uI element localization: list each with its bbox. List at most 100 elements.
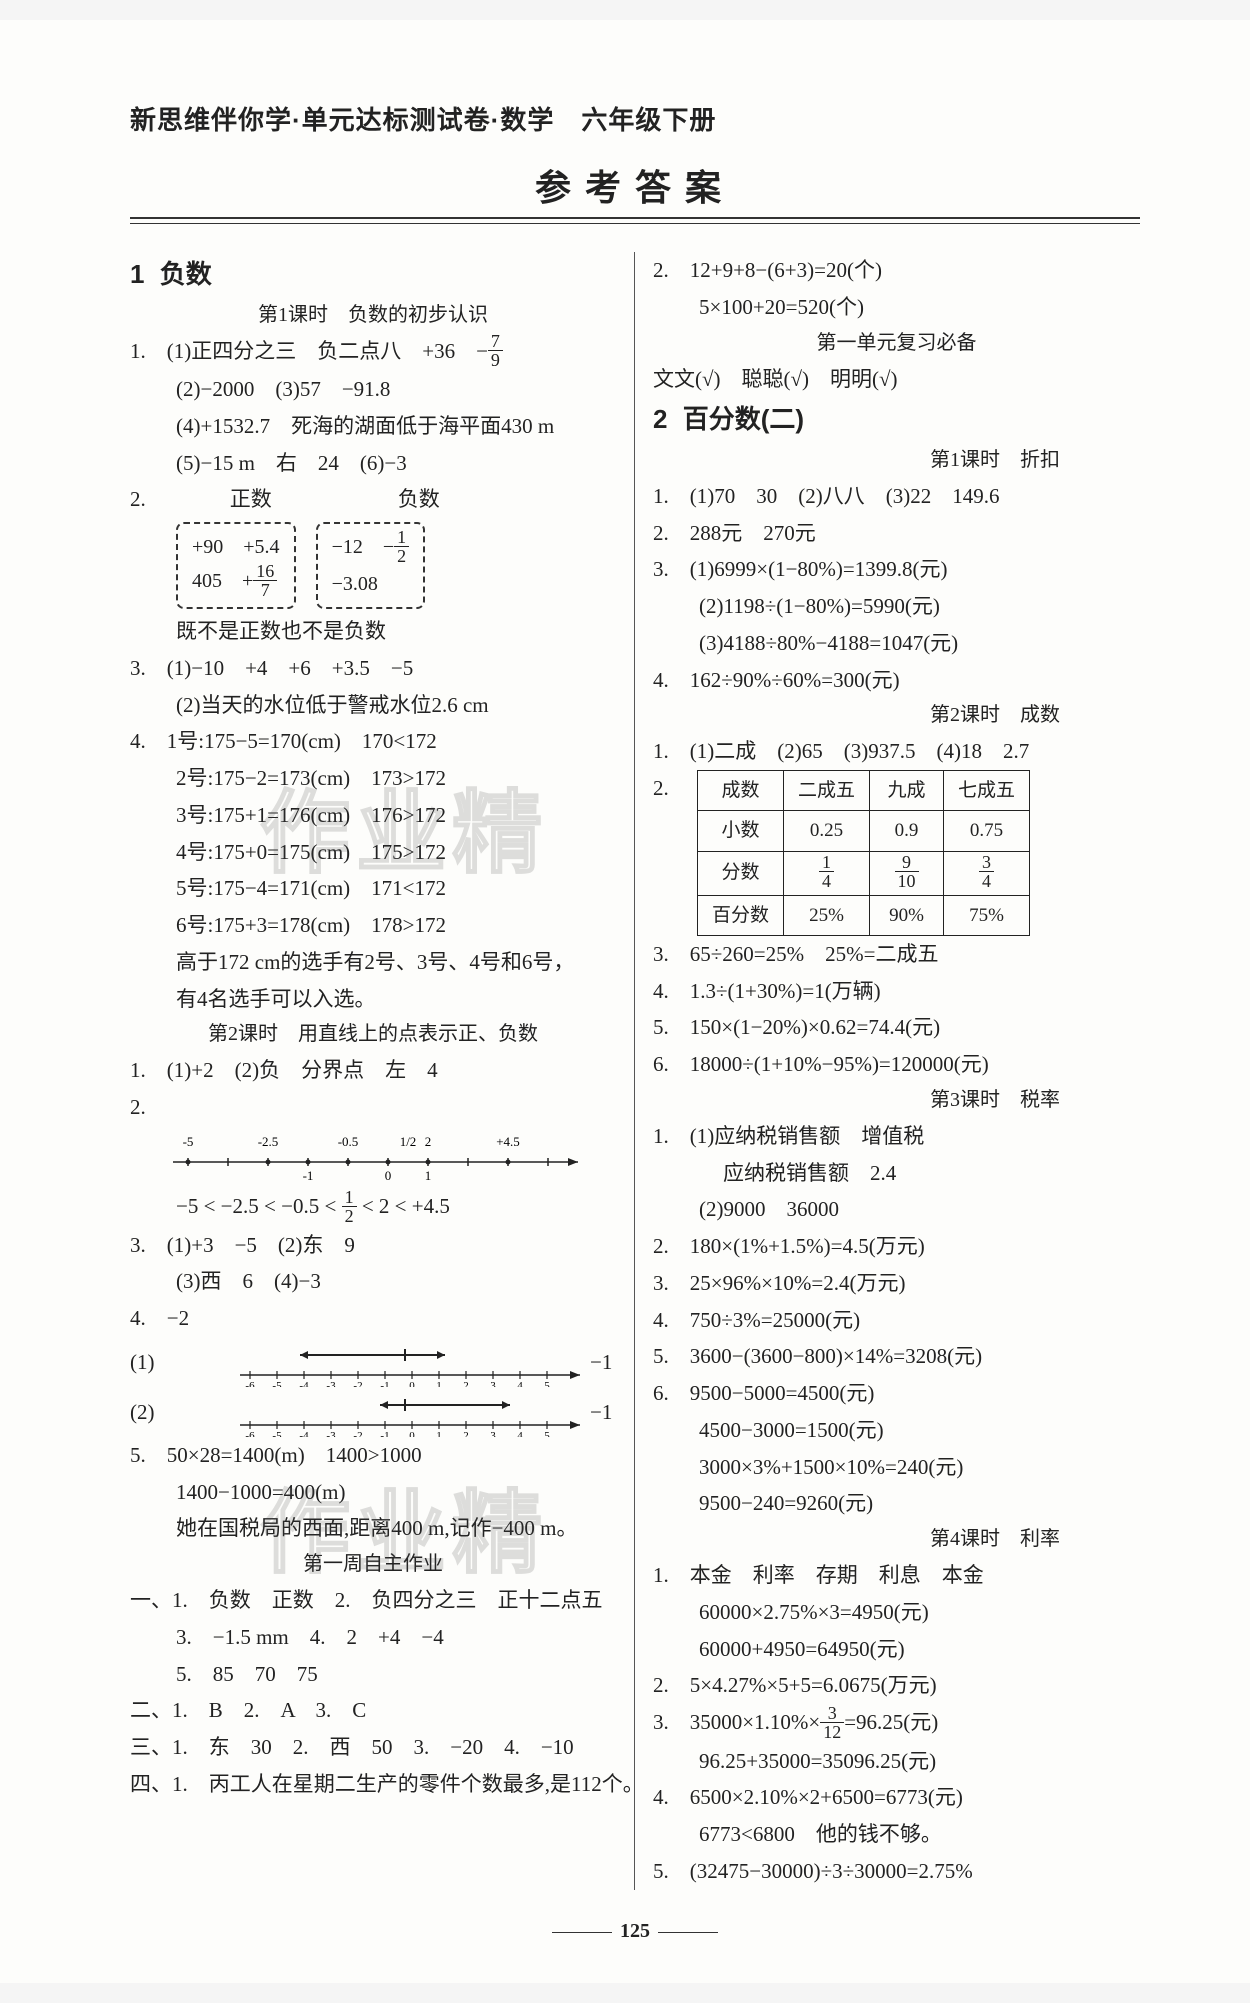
text-line: 二、1. B 2. A 3. C [130, 1692, 616, 1729]
svg-text:5: 5 [544, 1380, 550, 1387]
text-line: (5)−15 m 右 24 (6)−3 [130, 445, 616, 482]
text-line: 她在国税局的西面,距离400 m,记作−400 m。 [130, 1510, 616, 1547]
lesson-week1-title: 第一周自主作业 [130, 1547, 616, 1582]
text-line: 1. (1)70 30 (2)八八 (3)22 149.6 [653, 478, 1140, 515]
svg-text:0: 0 [409, 1380, 415, 1387]
text-line: 5. 3600−(3600−800)×14%=3208(元) [653, 1338, 1140, 1375]
text-line: 1. 本金 利率 存期 利息 本金 [653, 1557, 1140, 1594]
text-line: 1. (1)正四分之三 负二点八 +36 −79 [130, 333, 616, 372]
text-line: 4. −2 [130, 1300, 616, 1337]
rule-top [130, 217, 1140, 219]
text-line: 4号:175+0=175(cm) 175>172 [130, 834, 616, 871]
text-line: 60000×2.75%×3=4950(元) [653, 1594, 1140, 1631]
svg-text:-1: -1 [380, 1430, 389, 1437]
svg-text:5: 5 [544, 1430, 550, 1437]
chapter-1-title: 负数 [160, 259, 212, 289]
text-line: 5. 150×(1−20%)×0.62=74.4(元) [653, 1009, 1140, 1046]
text-line: 4. 6500×2.10%×2+6500=6773(元) [653, 1779, 1140, 1816]
page: 作业精 作业精 新思维伴你学·单元达标测试卷·数学 六年级下册 参考答案 1 负… [0, 20, 1250, 1983]
text-line: 一、1. 负数 正数 2. 负四分之三 正十二点五 [130, 1582, 616, 1619]
left-column: 1 负数 第1课时 负数的初步认识 1. (1)正四分之三 负二点八 +36 −… [130, 252, 635, 1890]
svg-text:2: 2 [463, 1380, 469, 1387]
text-line: 5. (32475−30000)÷3÷30000=2.75% [653, 1853, 1140, 1890]
svg-text:-6: -6 [245, 1380, 255, 1387]
svg-text:1: 1 [436, 1430, 442, 1437]
text-line: 4500−3000=1500(元) [653, 1412, 1140, 1449]
svg-text:-4: -4 [299, 1380, 309, 1387]
text-line: 5号:175−4=171(cm) 171<172 [130, 870, 616, 907]
lesson-d-title: 第3课时 税率 [653, 1083, 1140, 1118]
positive-box: +90 +5.4 405 +167 [176, 522, 296, 609]
text-line: 3. −1.5 mm 4. 2 +4 −4 [130, 1619, 616, 1656]
text-line: 5×100+20=520(个) [653, 289, 1140, 326]
svg-text:-1: -1 [303, 1168, 314, 1183]
text-line: 2. 180×(1%+1.5%)=4.5(万元) [653, 1228, 1140, 1265]
text-line: 3. 35000×1.10%×312=96.25(元) [653, 1704, 1140, 1743]
text-line: 3. (1)+3 −5 (2)东 9 [130, 1227, 616, 1264]
svg-text:-3: -3 [326, 1430, 336, 1437]
text-line: 1. (1)+2 (2)负 分界点 左 4 [130, 1052, 616, 1089]
svg-text:-6: -6 [245, 1430, 255, 1437]
text-line: (4)+1532.7 死海的湖面低于海平面430 m [130, 408, 616, 445]
svg-text:1/2: 1/2 [400, 1134, 417, 1149]
text-line: 1. (1)二成 (2)65 (3)937.5 (4)18 2.7 [653, 733, 1140, 770]
svg-text:-4: -4 [299, 1430, 309, 1437]
text-line: (2)−2000 (3)57 −91.8 [130, 371, 616, 408]
table-row-wrap: 2. 成数 二成五 九成 七成五 小数 0.25 0.9 0.75 [653, 770, 1140, 936]
chapter-2-heading: 2 百分数(二) [653, 397, 1140, 443]
text-line: 6. 9500−5000=4500(元) [653, 1375, 1140, 1412]
svg-text:-5: -5 [272, 1380, 282, 1387]
text-line: 6号:175+3=178(cm) 178>172 [130, 907, 616, 944]
text-line: 文文(√) 聪聪(√) 明明(√) [653, 361, 1140, 398]
table-row: 百分数 25% 90% 75% [698, 895, 1030, 935]
svg-text:2: 2 [463, 1430, 469, 1437]
fraction: 79 [488, 332, 503, 369]
text-line: 3. (1)6999×(1−80%)=1399.8(元) [653, 551, 1140, 588]
lesson-b-title: 第1课时 折扣 [653, 443, 1140, 478]
table-row: 分数 14 910 34 [698, 851, 1030, 895]
lesson-e-title: 第4课时 利率 [653, 1522, 1140, 1557]
text-line: 2. 正数 负数 [130, 481, 616, 518]
number-line: -5-2.5-1-0.5021+4.51/2 [168, 1130, 588, 1186]
svg-text:-2: -2 [353, 1380, 362, 1387]
book-title: 新思维伴你学·单元达标测试卷·数学 六年级下册 [130, 100, 1140, 137]
text-line: 有4名选手可以入选。 [130, 981, 616, 1018]
text-line: 4. 1号:175−5=170(cm) 170<172 [130, 723, 616, 760]
lesson-2-title: 第2课时 用直线上的点表示正、负数 [130, 1017, 616, 1052]
svg-text:-5: -5 [183, 1134, 194, 1149]
page-number: 125 [130, 1920, 1140, 1943]
text-line: 4. 750÷3%=25000(元) [653, 1302, 1140, 1339]
text-line: 应纳税销售额 2.4 [653, 1155, 1140, 1192]
text-line: 4. 162÷90%÷60%=300(元) [653, 662, 1140, 699]
svg-text:3: 3 [490, 1430, 496, 1437]
svg-text:+4.5: +4.5 [496, 1134, 520, 1149]
arrow-diagram-1: (1) -6-5-4-3-2-1012345 −1 [130, 1337, 616, 1387]
sign-boxes: +90 +5.4 405 +167 −12 −12 −3.08 [176, 522, 616, 609]
text-line: 2号:175−2=173(cm) 173>172 [130, 760, 616, 797]
text-line: 既不是正数也不是负数 [130, 613, 616, 650]
text-line: (3)西 6 (4)−3 [130, 1263, 616, 1300]
text-line: 3. 65÷260=25% 25%=二成五 [653, 936, 1140, 973]
svg-text:1: 1 [425, 1168, 432, 1183]
text-line: (3)4188÷80%−4188=1047(元) [653, 625, 1140, 662]
text-line: 2. 5×4.27%×5+5=6.0675(万元) [653, 1667, 1140, 1704]
arrow-diagram-2: (2) -6-5-4-3-2-1012345 −1 [130, 1387, 616, 1437]
right-column: 2. 12+9+8−(6+3)=20(个) 5×100+20=520(个) 第一… [635, 252, 1140, 1890]
text-line: 四、1. 丙工人在星期二生产的零件个数最多,是112个。 [130, 1766, 616, 1803]
text-line: 3. 25×96%×10%=2.4(万元) [653, 1265, 1140, 1302]
svg-text:-1: -1 [380, 1380, 389, 1387]
svg-text:4: 4 [517, 1380, 523, 1387]
fraction: 12 [342, 1188, 357, 1225]
chengdu-table: 成数 二成五 九成 七成五 小数 0.25 0.9 0.75 分数 14 [697, 770, 1030, 936]
columns: 1 负数 第1课时 负数的初步认识 1. (1)正四分之三 负二点八 +36 −… [130, 252, 1140, 1890]
svg-text:-2.5: -2.5 [258, 1134, 279, 1149]
table-row: 小数 0.25 0.9 0.75 [698, 811, 1030, 851]
chapter-1-num: 1 [130, 252, 144, 298]
fraction: 12 [394, 528, 409, 565]
unit1-review-title: 第一单元复习必备 [653, 326, 1140, 361]
text-line: 9500−240=9260(元) [653, 1485, 1140, 1522]
text-line: 2. [130, 1095, 146, 1119]
text-line: 2. 12+9+8−(6+3)=20(个) [653, 252, 1140, 289]
svg-text:0: 0 [385, 1168, 392, 1183]
svg-text:-5: -5 [272, 1430, 282, 1437]
